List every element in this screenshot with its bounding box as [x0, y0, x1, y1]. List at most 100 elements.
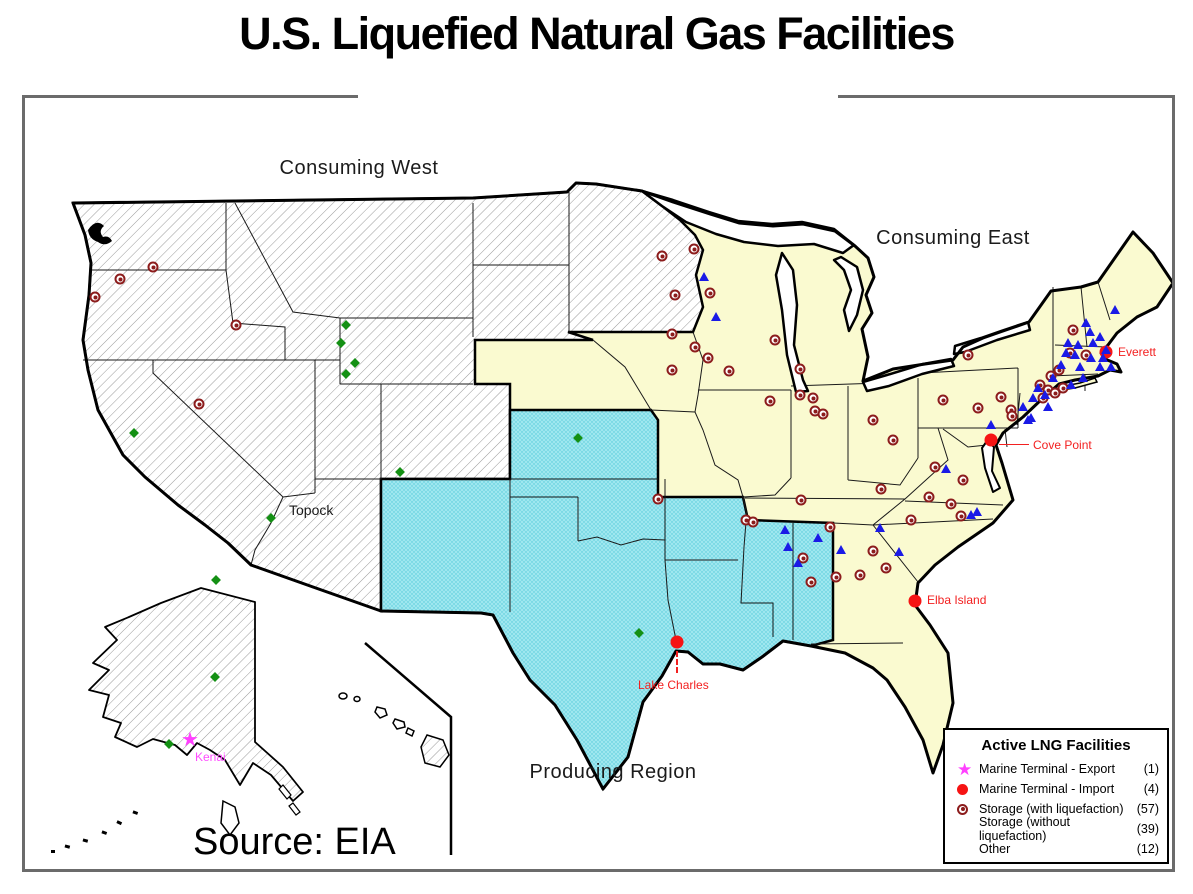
legend-item-circle: Marine Terminal - Import (4): [945, 779, 1167, 799]
facility-marker-storage-with-liquefaction: [1049, 387, 1061, 399]
legend-item-star: ★ Marine Terminal - Export (1): [945, 759, 1167, 779]
region-label-consuming-west: Consuming West: [279, 157, 439, 179]
hawaii: [338, 692, 450, 768]
place-label-cove-point: Cove Point: [1033, 438, 1092, 452]
legend-title: Active LNG Facilities: [981, 737, 1131, 754]
facility-marker-storage-with-liquefaction: [817, 408, 829, 420]
facility-marker-storage-with-liquefaction: [114, 273, 126, 285]
region-label-consuming-east: Consuming East: [876, 227, 1030, 249]
facility-marker-storage-without-liquefaction: [1061, 348, 1071, 358]
facility-marker-storage-without-liquefaction: [780, 525, 790, 535]
facility-marker-import: [908, 594, 922, 608]
alaska: [51, 587, 304, 853]
facility-marker-storage-without-liquefaction: [941, 464, 951, 474]
legend-item-triangle: Storage (without liquefaction) (39): [945, 815, 1167, 843]
facility-marker-storage-without-liquefaction: [1106, 362, 1116, 372]
facility-marker-storage-with-liquefaction: [807, 392, 819, 404]
facility-marker-storage-with-liquefaction: [764, 395, 776, 407]
facility-marker-storage-with-liquefaction: [795, 494, 807, 506]
facility-marker-storage-with-liquefaction: [937, 394, 949, 406]
facility-marker-storage-without-liquefaction: [1026, 413, 1036, 423]
facility-marker-storage-with-liquefaction: [89, 291, 101, 303]
inset-divider: [364, 642, 453, 855]
facility-marker-storage-without-liquefaction: [813, 533, 823, 543]
triangle-icon: [957, 819, 979, 839]
facility-marker-storage-with-liquefaction: [147, 261, 159, 273]
facility-marker-storage-with-liquefaction: [854, 569, 866, 581]
facility-marker-storage-with-liquefaction: [880, 562, 892, 574]
place-label-lake-charles: Lake Charles: [638, 678, 709, 692]
facility-marker-storage-with-liquefaction: [769, 334, 781, 346]
facility-marker-storage-with-liquefaction: [656, 250, 668, 262]
facility-marker-storage-with-liquefaction: [652, 493, 664, 505]
facility-marker-storage-without-liquefaction: [1088, 338, 1098, 348]
facility-marker-storage-with-liquefaction: [955, 510, 967, 522]
facility-marker-storage-with-liquefaction: [666, 364, 678, 376]
diamond-icon: [957, 839, 979, 859]
facility-marker-storage-with-liquefaction: [747, 516, 759, 528]
facility-marker-storage-with-liquefaction: [905, 514, 917, 526]
facility-marker-storage-without-liquefaction: [1070, 350, 1080, 360]
map-panel: ★ Consuming West Consuming East Producin…: [22, 95, 1175, 872]
facility-marker-storage-with-liquefaction: [669, 289, 681, 301]
legend-item-count: (4): [1143, 782, 1159, 796]
facility-marker-storage-without-liquefaction: [1056, 360, 1066, 370]
facility-marker-import: [670, 635, 684, 649]
legend-item-label: Other: [979, 842, 1011, 856]
facility-marker-storage-with-liquefaction: [688, 243, 700, 255]
facility-marker-storage-with-liquefaction: [929, 461, 941, 473]
legend-item-count: (39): [1136, 822, 1159, 836]
facility-marker-storage-with-liquefaction: [805, 576, 817, 588]
facility-marker-export: ★: [181, 729, 199, 751]
facility-marker-storage-without-liquefaction: [1018, 402, 1028, 412]
ring-icon: [957, 799, 979, 819]
facility-marker-storage-without-liquefaction: [1048, 373, 1058, 383]
facility-marker-storage-with-liquefaction: [945, 498, 957, 510]
facility-marker-storage-without-liquefaction: [1110, 305, 1120, 315]
facility-marker-storage-without-liquefaction: [966, 510, 976, 520]
facility-marker-storage-with-liquefaction: [867, 545, 879, 557]
us-map: [51, 181, 1172, 855]
facility-marker-storage-without-liquefaction: [699, 272, 709, 282]
facility-marker-storage-without-liquefaction: [783, 542, 793, 552]
facility-marker-storage-without-liquefaction: [1098, 353, 1108, 363]
facility-marker-storage-without-liquefaction: [875, 523, 885, 533]
facility-marker-storage-without-liquefaction: [711, 312, 721, 322]
legend-item-label: Marine Terminal - Import: [979, 782, 1115, 796]
facility-marker-storage-with-liquefaction: [957, 474, 969, 486]
facility-marker-storage-without-liquefaction: [1043, 402, 1053, 412]
region-label-producing: Producing Region: [529, 761, 697, 783]
facility-marker-storage-without-liquefaction: [1028, 393, 1038, 403]
legend-item-label: Storage (without liquefaction): [979, 815, 1071, 843]
facility-marker-storage-with-liquefaction: [193, 398, 205, 410]
facility-marker-storage-with-liquefaction: [867, 414, 879, 426]
facility-marker-storage-without-liquefaction: [793, 558, 803, 568]
facility-marker-storage-with-liquefaction: [723, 365, 735, 377]
legend-item-count: (1): [1143, 762, 1159, 776]
legend-item-count: (12): [1136, 842, 1159, 856]
facility-marker-storage-without-liquefaction: [1075, 362, 1085, 372]
facility-marker-storage-with-liquefaction: [972, 402, 984, 414]
facility-marker-storage-without-liquefaction: [986, 420, 996, 430]
legend-item-diamond: Other (12): [945, 839, 1167, 859]
legend-rows: ★ Marine Terminal - Export (1) Marine Termi…: [945, 759, 1167, 859]
facility-marker-storage-with-liquefaction: [797, 552, 809, 564]
facility-marker-storage-without-liquefaction: [836, 545, 846, 555]
source-note: Source: EIA: [193, 821, 396, 863]
map-border-top-right: [838, 95, 1172, 98]
facility-marker-storage-with-liquefaction: [704, 287, 716, 299]
place-label-kenai: Kenai: [195, 750, 226, 764]
legend-box: Active LNG Facilities ★ Marine Terminal -…: [943, 728, 1169, 864]
facility-marker-storage-with-liquefaction: [962, 349, 974, 361]
us-coastline: [71, 181, 1172, 791]
facility-marker-storage-without-liquefaction: [1073, 340, 1083, 350]
puget-sound: [88, 222, 112, 245]
lake-charles-leader-line: [676, 651, 678, 673]
facility-marker-storage-with-liquefaction: [230, 319, 242, 331]
facility-marker-storage-without-liquefaction: [894, 547, 904, 557]
place-labels-layer: Topock Kenai Everett Cove Point Elba Island L…: [25, 95, 1172, 869]
circle-icon: [957, 779, 979, 799]
facility-marker-storage-with-liquefaction: [1067, 324, 1079, 336]
facility-marker-storage-without-liquefaction: [1081, 318, 1091, 328]
